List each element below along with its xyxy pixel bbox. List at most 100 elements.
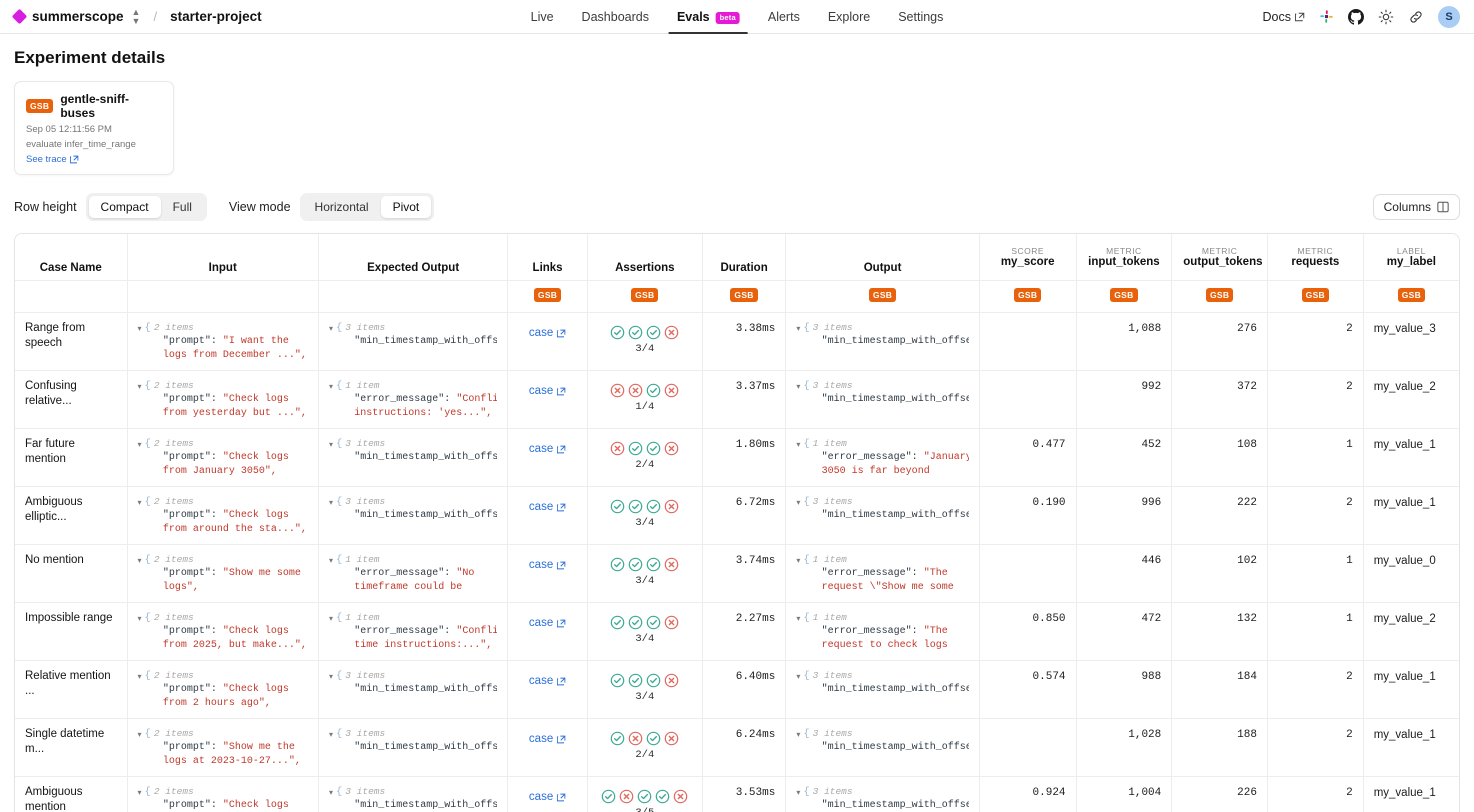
case-link[interactable]: case	[518, 727, 576, 745]
table-row[interactable]: Ambiguous elliptic... ▾{2 items "prompt": …	[15, 486, 1459, 546]
case-link[interactable]: case	[518, 611, 576, 629]
columns-button[interactable]: Columns	[1372, 194, 1460, 221]
chevron-down-icon[interactable]: ▾	[137, 614, 142, 624]
chevron-down-icon[interactable]: ▾	[796, 498, 801, 508]
column-header-case-name[interactable]: Case Name	[15, 234, 128, 282]
table-row[interactable]: Range from speech ▾{2 items "prompt": "I w…	[15, 312, 1459, 372]
case-link[interactable]: case	[518, 785, 576, 803]
case-name-cell[interactable]: Far future mention	[15, 428, 128, 488]
table-row[interactable]: Ambiguous mention ▾{2 items "prompt": "Che…	[15, 776, 1459, 812]
view-mode-option-pivot[interactable]: Pivot	[380, 196, 432, 219]
case-link[interactable]: case	[518, 437, 576, 455]
chevron-down-icon[interactable]: ▾	[796, 440, 801, 450]
table-row[interactable]: Far future mention ▾{2 items "prompt": "Ch…	[15, 428, 1459, 488]
chevron-down-icon[interactable]: ▾	[137, 440, 142, 450]
case-name-cell[interactable]: Ambiguous mention	[15, 776, 128, 812]
chevron-updown-icon[interactable]: ▲ ▼	[131, 6, 141, 26]
chevron-down-icon[interactable]: ▾	[796, 324, 801, 334]
chevron-down-icon[interactable]: ▾	[796, 556, 801, 566]
nav-tab-evals[interactable]: Evals beta	[663, 0, 754, 34]
case-name-cell[interactable]: Confusing relative...	[15, 370, 128, 430]
breadcrumb-org[interactable]: summerscope	[32, 9, 124, 24]
github-icon[interactable]	[1348, 8, 1364, 25]
see-trace-link[interactable]: See trace	[26, 154, 162, 165]
json-item-count: 3 items	[812, 322, 853, 334]
chevron-down-icon[interactable]: ▾	[796, 788, 801, 798]
assertion-fail-icon	[665, 326, 679, 340]
view-mode-option-horizontal[interactable]: Horizontal	[314, 200, 369, 215]
table-row[interactable]: Impossible range ▾{2 items "prompt": "Chec…	[15, 602, 1459, 662]
case-name-cell[interactable]: No mention	[15, 544, 128, 604]
json-value: "The	[923, 626, 948, 638]
chevron-down-icon[interactable]: ▾	[328, 382, 333, 392]
column-header-requests[interactable]: METRIC requests	[1267, 234, 1364, 282]
output-tokens-value: 132	[1237, 613, 1257, 626]
chevron-down-icon[interactable]: ▾	[796, 382, 801, 392]
chevron-down-icon[interactable]: ▾	[137, 324, 142, 334]
column-header-my-label[interactable]: LABEL my_label	[1363, 234, 1459, 282]
column-header-input[interactable]: Input	[127, 234, 319, 282]
chevron-down-icon[interactable]: ▾	[137, 556, 142, 566]
nav-tab-dashboards[interactable]: Dashboards	[568, 0, 663, 34]
row-height-option-compact[interactable]: Compact	[88, 196, 161, 219]
chevron-down-icon[interactable]: ▾	[328, 556, 333, 566]
input-tokens-cell: 1,004	[1076, 776, 1173, 812]
theme-sun-icon[interactable]	[1378, 9, 1394, 25]
chevron-down-icon[interactable]: ▾	[328, 788, 333, 798]
nav-tab-alerts[interactable]: Alerts	[754, 0, 814, 34]
column-header-output-tokens[interactable]: METRIC output_tokens	[1171, 234, 1268, 282]
json-item-count: 3 items	[812, 786, 853, 798]
case-link[interactable]: case	[518, 669, 576, 687]
chevron-down-icon[interactable]: ▾	[328, 324, 333, 334]
case-name-cell[interactable]: Relative mention ...	[15, 660, 128, 720]
nav-tab-live[interactable]: Live	[517, 0, 568, 34]
column-header-output[interactable]: Output	[785, 234, 980, 282]
column-header-expected[interactable]: Expected Output	[318, 234, 509, 282]
nav-tab-explore[interactable]: Explore	[814, 0, 884, 34]
json-item-count: 1 item	[345, 554, 380, 566]
slack-icon[interactable]	[1319, 9, 1334, 24]
case-name-cell[interactable]: Single datetime m...	[15, 718, 128, 778]
case-link[interactable]: case	[518, 321, 576, 339]
assertion-icons	[610, 441, 679, 456]
json-brace: {	[144, 786, 151, 799]
chevron-down-icon[interactable]: ▾	[137, 498, 142, 508]
column-header-input-tokens[interactable]: METRIC input_tokens	[1076, 234, 1173, 282]
case-name-cell[interactable]: Range from speech	[15, 312, 128, 372]
case-name-cell[interactable]: Impossible range	[15, 602, 128, 662]
column-chip-input-tokens: GSB	[1076, 280, 1173, 314]
case-link[interactable]: case	[518, 553, 576, 571]
assertion-fraction: 3/4	[635, 633, 655, 646]
case-name-cell[interactable]: Ambiguous elliptic...	[15, 486, 128, 546]
chevron-down-icon[interactable]: ▾	[137, 788, 142, 798]
table-row[interactable]: Confusing relative... ▾{2 items "prompt": …	[15, 370, 1459, 430]
column-header-duration[interactable]: Duration	[702, 234, 787, 282]
chevron-down-icon[interactable]: ▾	[796, 614, 801, 624]
chevron-down-icon[interactable]: ▾	[796, 730, 801, 740]
case-link[interactable]: case	[518, 379, 576, 397]
chevron-down-icon[interactable]: ▾	[328, 614, 333, 624]
avatar[interactable]: S	[1438, 5, 1460, 28]
chevron-down-icon[interactable]: ▾	[328, 498, 333, 508]
column-header-links[interactable]: Links	[507, 234, 588, 282]
json-item-count: 3 items	[345, 438, 386, 450]
chevron-down-icon[interactable]: ▾	[137, 672, 142, 682]
column-chip-duration: GSB	[702, 280, 787, 314]
chevron-down-icon[interactable]: ▾	[328, 672, 333, 682]
case-link[interactable]: case	[518, 495, 576, 513]
chevron-down-icon[interactable]: ▾	[137, 730, 142, 740]
nav-tab-settings[interactable]: Settings	[884, 0, 957, 34]
table-row[interactable]: No mention ▾{2 items "prompt": "Show me so…	[15, 544, 1459, 604]
table-row[interactable]: Relative mention ... ▾{2 items "prompt": "…	[15, 660, 1459, 720]
chevron-down-icon[interactable]: ▾	[328, 440, 333, 450]
table-row[interactable]: Single datetime m... ▾{2 items "prompt": "…	[15, 718, 1459, 778]
chevron-down-icon[interactable]: ▾	[796, 672, 801, 682]
row-height-option-full[interactable]: Full	[172, 200, 192, 215]
breadcrumb-project[interactable]: starter-project	[170, 9, 262, 24]
chevron-down-icon[interactable]: ▾	[328, 730, 333, 740]
docs-link[interactable]: Docs	[1263, 10, 1305, 24]
column-header-my-score[interactable]: SCORE my_score	[979, 234, 1077, 282]
link-icon[interactable]	[1408, 9, 1424, 25]
chevron-down-icon[interactable]: ▾	[137, 382, 142, 392]
column-header-assertions[interactable]: Assertions	[587, 234, 703, 282]
